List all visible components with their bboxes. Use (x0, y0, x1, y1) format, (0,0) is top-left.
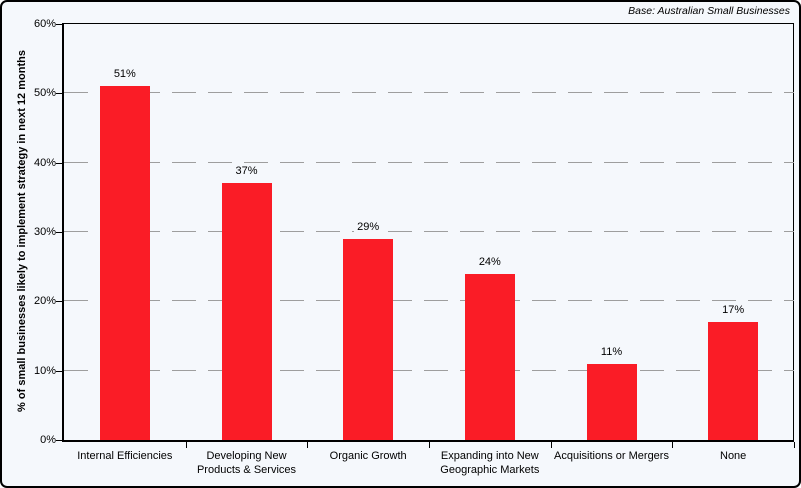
x-category-label: Internal Efficiencies (77, 450, 173, 462)
bar-value-label: 51% (110, 68, 139, 82)
bar-value-label: 29% (354, 220, 383, 234)
y-tick-mark (56, 93, 62, 95)
x-tick-mark (307, 442, 309, 448)
x-tick-mark (794, 442, 795, 448)
y-tick-mark (56, 232, 62, 233)
bar-4 (464, 273, 515, 440)
plot-inner: 51% 37% 29% 24% 11% 17% (64, 24, 794, 440)
y-tick-mark (56, 301, 62, 303)
x-category-label: Expanding into New Geographic Markets (440, 450, 540, 476)
y-tick-label: 20% (33, 295, 56, 308)
y-tick-mark (56, 370, 62, 372)
bar-value-label: 37% (232, 165, 261, 179)
bar-3 (343, 238, 394, 440)
gridline (64, 369, 794, 371)
gridline (64, 300, 794, 302)
x-category-label: Organic Growth (329, 450, 407, 462)
y-tick-label: 60% (33, 18, 56, 30)
y-tick-label: 10% (33, 364, 56, 377)
bar-2 (221, 183, 272, 440)
bar-5 (586, 363, 637, 440)
base-note: Base: Australian Small Businesses (628, 5, 790, 17)
y-tick-label: 50% (33, 87, 56, 100)
y-tick-mark (56, 162, 62, 164)
bar-value-label: 17% (719, 304, 748, 318)
y-tick-mark (56, 24, 62, 25)
x-category-label: Acquisitions or Mergers (554, 450, 669, 462)
bar-6 (708, 322, 759, 440)
x-category-label: None (720, 450, 747, 462)
gridline (64, 92, 794, 94)
bar-value-label: 24% (475, 255, 504, 269)
y-tick-label: 30% (33, 226, 56, 238)
x-category-label: Developing New Products & Services (196, 450, 297, 476)
plot-area: 51% 37% 29% 24% 11% 17% (62, 23, 794, 442)
gridline (64, 161, 794, 163)
gridline (64, 231, 794, 232)
x-tick-mark (672, 442, 674, 448)
y-tick-label: 0% (40, 434, 56, 446)
x-tick-mark (550, 442, 552, 448)
x-tick-mark (429, 442, 430, 448)
bar-1 (99, 86, 150, 440)
x-tick-mark (185, 442, 187, 448)
y-tick-label: 40% (33, 156, 56, 169)
y-tick-mark (56, 440, 62, 441)
bar-value-label: 11% (597, 345, 626, 359)
